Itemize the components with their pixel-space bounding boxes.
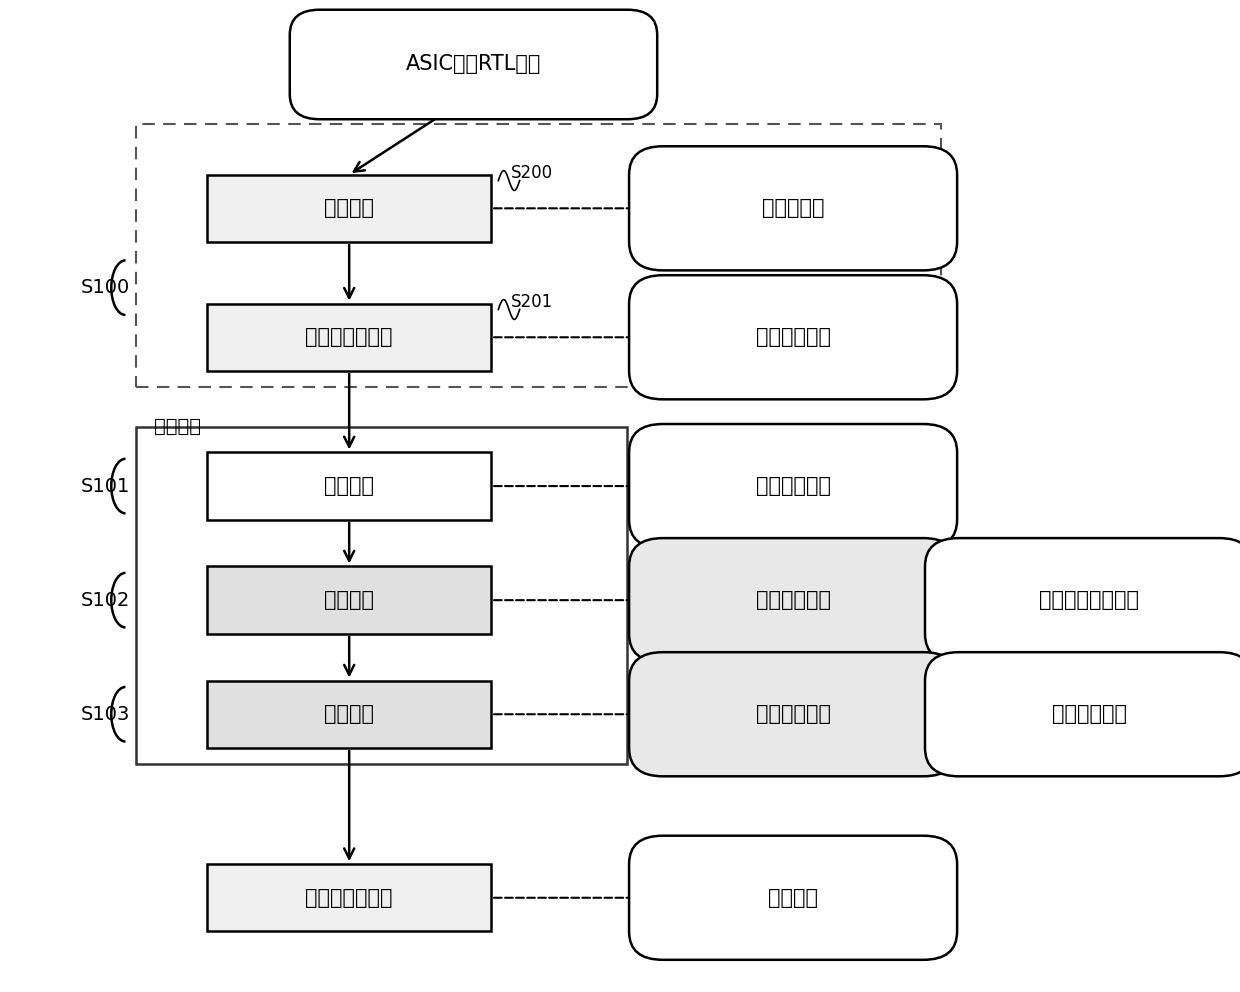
Text: 初始分析数据: 初始分析数据 [755, 327, 831, 347]
FancyBboxPatch shape [290, 10, 657, 119]
Text: S102: S102 [81, 590, 130, 610]
FancyBboxPatch shape [629, 275, 957, 400]
FancyBboxPatch shape [207, 864, 491, 931]
Text: 逻辑等价性检查: 逻辑等价性检查 [305, 327, 393, 347]
Text: 冗余优化指导文件: 冗余优化指导文件 [1039, 590, 1140, 610]
Text: 冗余识别: 冗余识别 [324, 476, 374, 496]
Text: S101: S101 [81, 476, 130, 496]
Text: 综合后网表: 综合后网表 [761, 198, 825, 218]
FancyBboxPatch shape [629, 835, 957, 960]
FancyBboxPatch shape [207, 175, 491, 242]
Text: 冗余删除: 冗余删除 [324, 704, 374, 724]
Text: 优化后的网表: 优化后的网表 [755, 704, 831, 724]
Text: 冗余优化: 冗余优化 [154, 417, 201, 436]
Text: ASIC设计RTL代码: ASIC设计RTL代码 [405, 55, 541, 74]
FancyBboxPatch shape [207, 304, 491, 371]
Text: S103: S103 [81, 704, 130, 724]
Text: 逻辑综合: 逻辑综合 [324, 198, 374, 218]
FancyBboxPatch shape [629, 538, 957, 663]
FancyBboxPatch shape [925, 652, 1240, 777]
FancyBboxPatch shape [629, 652, 957, 777]
FancyBboxPatch shape [207, 566, 491, 634]
Text: 冗余分类: 冗余分类 [324, 590, 374, 610]
Text: S200: S200 [511, 164, 553, 182]
FancyBboxPatch shape [207, 452, 491, 520]
Text: 冗余分类报告: 冗余分类报告 [755, 590, 831, 610]
FancyBboxPatch shape [629, 424, 957, 549]
Text: S201: S201 [511, 293, 553, 310]
Text: S100: S100 [81, 278, 130, 298]
FancyBboxPatch shape [207, 681, 491, 748]
Text: 验证配置文件: 验证配置文件 [1052, 704, 1126, 724]
Text: 检查报告: 检查报告 [768, 888, 818, 908]
Text: 冗余识别报告: 冗余识别报告 [755, 476, 831, 496]
FancyBboxPatch shape [629, 146, 957, 271]
FancyBboxPatch shape [925, 538, 1240, 663]
Text: 逻辑等价性检查: 逻辑等价性检查 [305, 888, 393, 908]
